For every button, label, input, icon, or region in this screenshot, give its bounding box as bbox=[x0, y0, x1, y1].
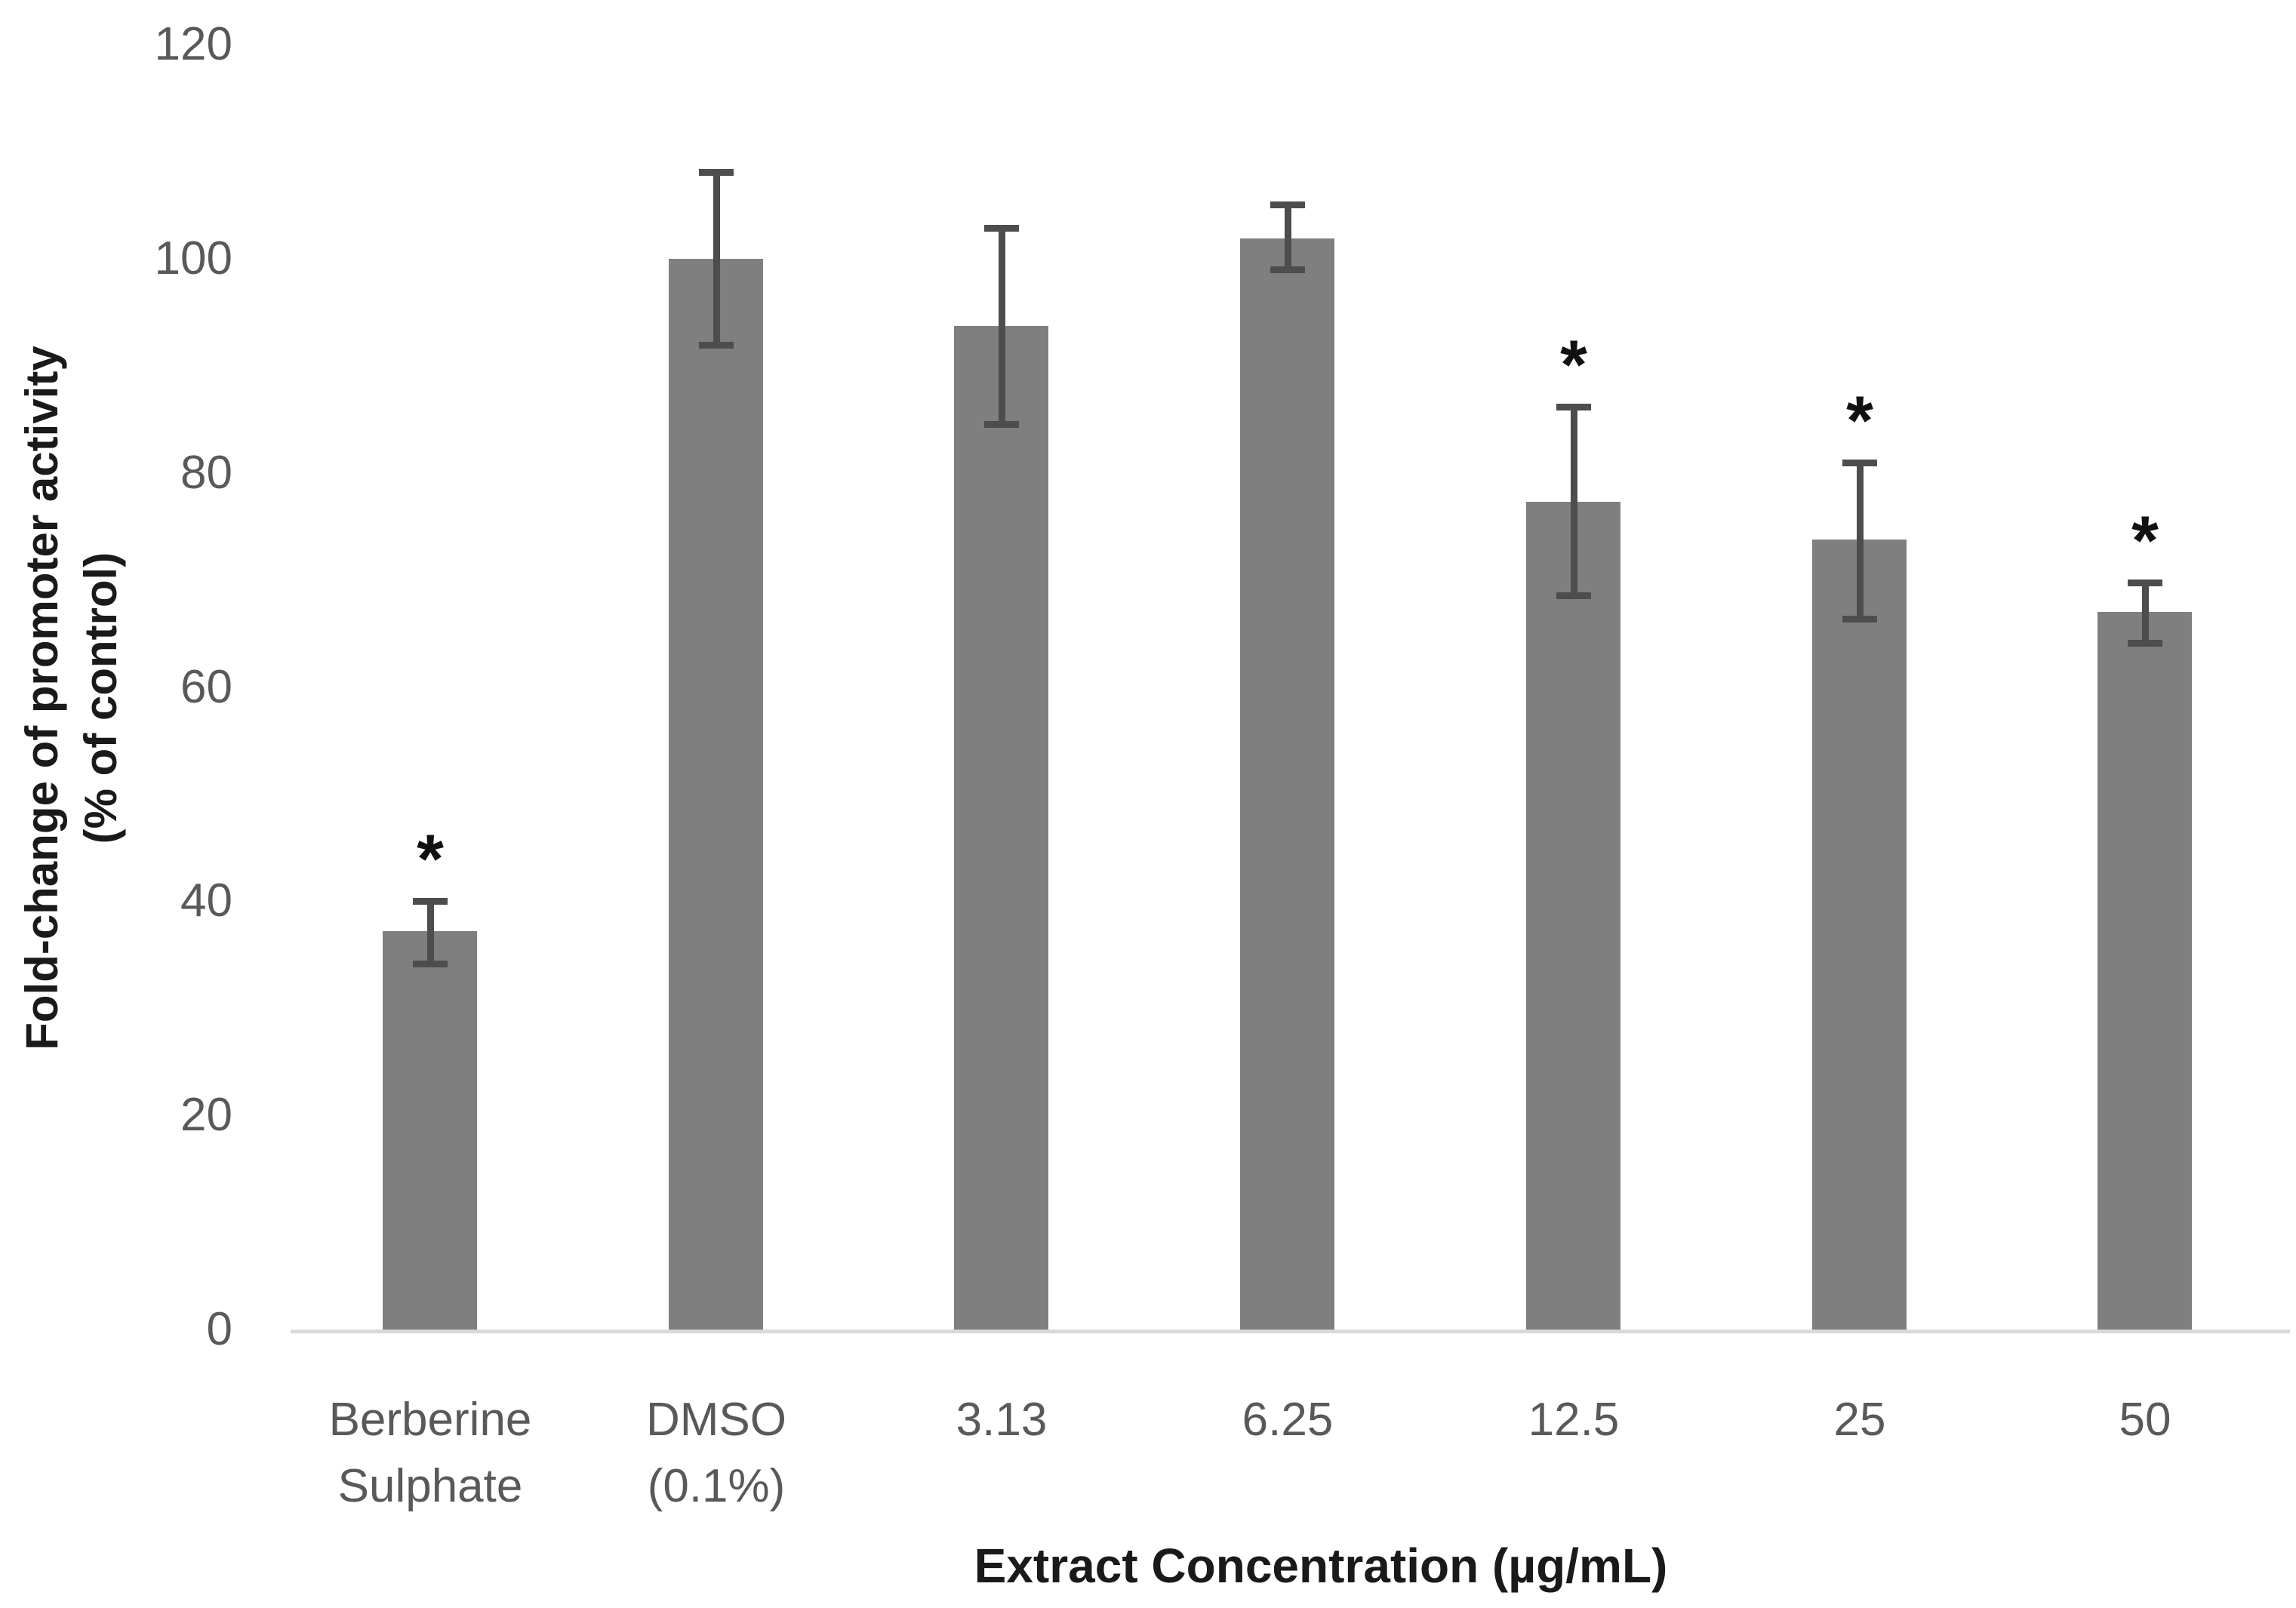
error-bar-bottom-cap bbox=[984, 421, 1019, 428]
error-bar-line bbox=[1857, 463, 1864, 619]
significance-asterisk: * bbox=[1846, 383, 1873, 460]
bar bbox=[1526, 502, 1620, 1330]
bar bbox=[1240, 238, 1334, 1330]
error-bar-line bbox=[999, 228, 1005, 424]
bar bbox=[383, 931, 477, 1330]
error-bar-top-cap bbox=[984, 225, 1019, 232]
error-bar-line bbox=[1571, 407, 1577, 595]
y-tick-label: 60 bbox=[180, 661, 232, 713]
x-axis-title: Extract Concentration (µg/mL) bbox=[974, 1539, 1668, 1593]
x-category-label: 12.5 bbox=[1528, 1394, 1620, 1446]
y-tick-label: 100 bbox=[154, 232, 232, 284]
y-tick-label: 20 bbox=[180, 1089, 232, 1141]
error-bar-bottom-cap bbox=[2128, 640, 2162, 647]
error-bar-line bbox=[1285, 204, 1291, 269]
error-bar-bottom-cap bbox=[1842, 616, 1877, 623]
error-bar-line bbox=[2142, 583, 2149, 643]
y-tick-label: 0 bbox=[206, 1303, 232, 1355]
bar bbox=[669, 259, 763, 1330]
bar bbox=[2097, 612, 2192, 1330]
error-bar-bottom-cap bbox=[413, 961, 448, 967]
significance-asterisk: * bbox=[1560, 327, 1587, 404]
error-bar-bottom-cap bbox=[1556, 592, 1591, 599]
x-category-label: Berberine Sulphate bbox=[328, 1394, 532, 1512]
bar bbox=[954, 326, 1048, 1330]
error-bar-bottom-cap bbox=[1270, 266, 1305, 273]
y-tick-label: 80 bbox=[180, 447, 232, 499]
error-bar-line bbox=[427, 901, 434, 964]
significance-asterisk: * bbox=[417, 821, 444, 898]
bar bbox=[1812, 540, 1907, 1330]
x-category-label: 6.25 bbox=[1242, 1394, 1334, 1446]
x-category-label: 25 bbox=[1833, 1394, 1886, 1446]
error-bar-top-cap bbox=[1842, 460, 1877, 466]
error-bar-top-cap bbox=[413, 898, 448, 905]
y-tick-label: 40 bbox=[180, 875, 232, 927]
error-bar-top-cap bbox=[1270, 201, 1305, 208]
y-tick-label: 120 bbox=[154, 18, 232, 70]
error-bar-top-cap bbox=[1556, 404, 1591, 410]
x-category-label: 50 bbox=[2119, 1394, 2171, 1446]
x-category-label: DMSO (0.1%) bbox=[646, 1394, 786, 1512]
x-axis-line bbox=[291, 1330, 2290, 1333]
error-bar-line bbox=[713, 172, 720, 345]
error-bar-top-cap bbox=[699, 169, 734, 176]
error-bar-bottom-cap bbox=[699, 342, 734, 349]
x-category-label: 3.13 bbox=[956, 1394, 1048, 1446]
significance-asterisk: * bbox=[2131, 503, 2159, 580]
error-bar-top-cap bbox=[2128, 580, 2162, 586]
